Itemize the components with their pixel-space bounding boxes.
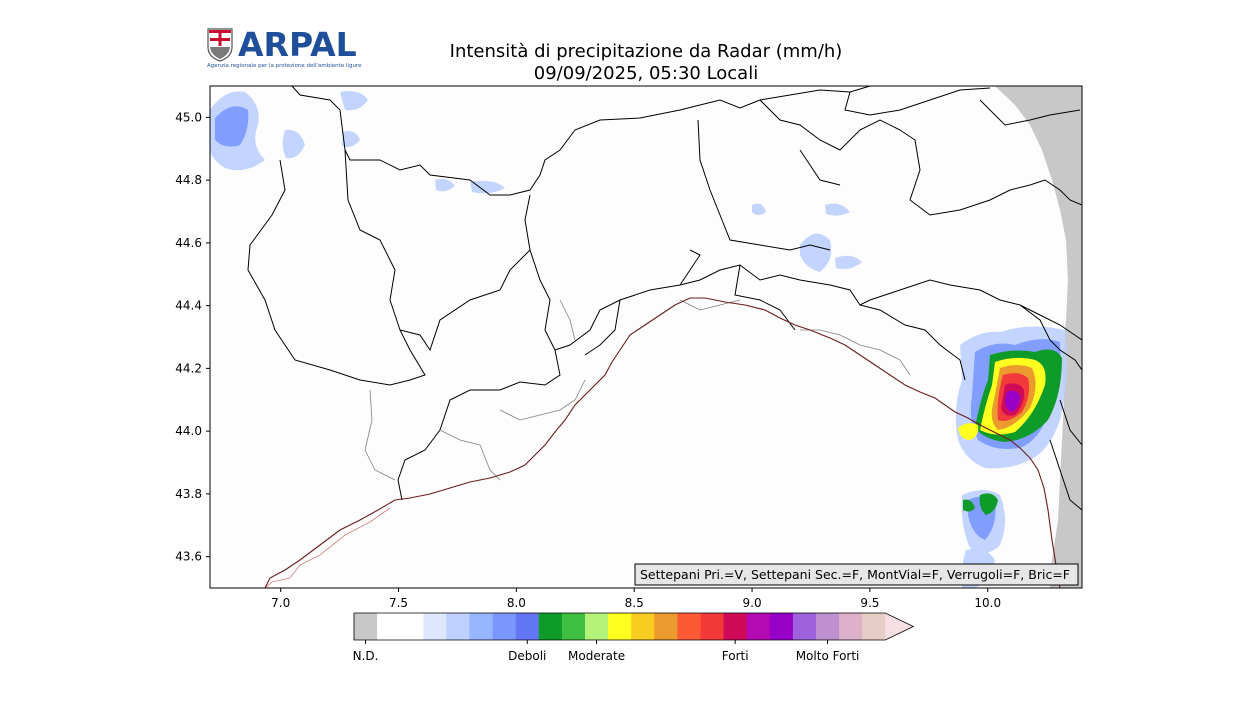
colorbar-label: Moderate	[568, 649, 625, 663]
x-tick-label: 8.0	[507, 596, 526, 610]
colorbar-swatch	[354, 613, 378, 640]
colorbar-outline	[353, 612, 915, 641]
colorbar-swatch	[377, 613, 401, 640]
chart-title-line2: 09/09/2025, 05:30 Locali	[534, 63, 758, 84]
y-axis: 45.0 44.8 44.6 44.4 44.2 44.0 43.8 43.6	[175, 110, 210, 564]
colorbar-swatch	[538, 613, 563, 640]
liguria-shield-icon	[207, 28, 233, 62]
precip-purple	[1005, 390, 1020, 412]
y-tick-label: 43.6	[175, 550, 202, 564]
colorbar-swatch	[423, 613, 447, 640]
colorbar-swatch	[446, 613, 470, 640]
colorbar-label: Deboli	[508, 649, 546, 663]
x-tick-label: 9.5	[860, 596, 879, 610]
radar-flags-box: Settepani Pri.=V, Settepani Sec.=F, Mont…	[634, 563, 1079, 586]
y-tick-label: 44.0	[175, 424, 202, 438]
colorbar-label: Forti	[722, 649, 749, 663]
colorbar-swatch	[677, 613, 701, 640]
chart-title-line1: Intensità di precipitazione da Radar (mm…	[450, 41, 843, 62]
colorbar-swatch	[862, 613, 886, 640]
x-tick-label: 9.0	[743, 596, 762, 610]
y-tick-label: 43.8	[175, 487, 202, 501]
colorbar: N.D. Deboli Moderate Forti Molto Forti	[353, 612, 915, 663]
y-tick-label: 45.0	[175, 110, 202, 124]
map-frame	[209, 85, 1083, 589]
colorbar-swatch	[469, 613, 494, 640]
radar-flags-text: Settepani Pri.=V, Settepani Sec.=F, Mont…	[640, 567, 1070, 582]
coastline-west	[264, 507, 391, 588]
colorbar-extend-arrow	[885, 613, 914, 640]
x-tick-label: 8.5	[625, 596, 644, 610]
colorbar-swatch	[492, 613, 517, 640]
colorbar-label: N.D.	[353, 649, 379, 663]
x-tick-label: 7.0	[271, 596, 290, 610]
colorbar-swatch	[608, 613, 632, 640]
map-area	[210, 86, 1082, 588]
coastline	[264, 297, 1061, 588]
colorbar-swatch	[561, 613, 586, 640]
colorbar-swatch	[792, 613, 817, 640]
colorbar-swatch	[700, 613, 725, 640]
arpal-subtitle: Agenzia regionale per la protezione dell…	[207, 63, 362, 69]
x-axis: 7.0 7.5 8.0 8.5 9.0 9.5 10.0	[271, 588, 1001, 610]
y-tick-label: 44.4	[175, 299, 202, 313]
colorbar-swatch	[723, 613, 748, 640]
colorbar-label: Molto Forti	[796, 649, 860, 663]
arpal-logo: ARPAL Agenzia regionale per la protezion…	[207, 25, 362, 69]
map-layers	[210, 86, 1082, 588]
colorbar-swatch	[654, 613, 678, 640]
admin-boundaries	[247, 86, 1082, 511]
colorbar-swatch	[631, 613, 655, 640]
colorbar-swatch	[400, 613, 424, 640]
colorbar-swatch	[585, 613, 609, 640]
colorbar-swatch	[515, 613, 540, 640]
y-tick-label: 44.8	[175, 173, 202, 187]
municipal-boundaries	[364, 299, 911, 481]
colorbar-swatch	[816, 613, 840, 640]
colorbar-swatch	[839, 613, 863, 640]
y-tick-label: 44.2	[175, 361, 202, 375]
y-tick-label: 44.6	[175, 236, 202, 250]
colorbar-swatch	[746, 613, 771, 640]
colorbar-swatch	[769, 613, 794, 640]
x-tick-label: 10.0	[974, 596, 1001, 610]
arpal-wordmark: ARPAL	[238, 25, 357, 64]
x-tick-label: 7.5	[389, 596, 408, 610]
